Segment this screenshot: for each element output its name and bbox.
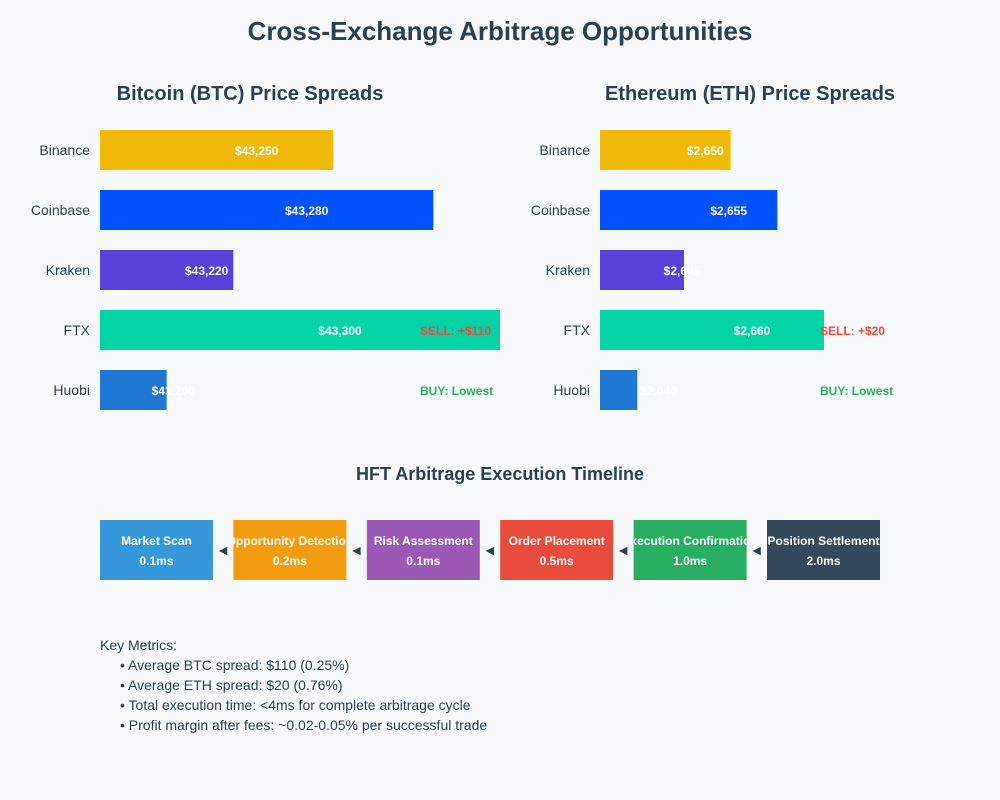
timeline-step-time: 2.0ms	[806, 554, 840, 568]
btc-value-huobi: $43,200	[152, 384, 196, 398]
timeline-step-label: Opportunity Detection	[227, 534, 354, 548]
timeline-step-time: 0.2ms	[273, 554, 307, 568]
timeline-step-market-scan: Market Scan 0.1ms	[100, 520, 213, 580]
timeline-step-time: 0.1ms	[406, 554, 440, 568]
timeline-step-label: Risk Assessment	[374, 534, 473, 548]
eth-sell-annotation: SELL: +$20	[820, 324, 885, 338]
eth-bar-ftx	[600, 310, 824, 350]
timeline-arrow-icon: ◄	[750, 542, 764, 558]
eth-label-ftx: FTX	[564, 322, 591, 338]
metrics-item: • Profit margin after fees: ~0.02-0.05% …	[120, 717, 487, 733]
execution-timeline: HFT Arbitrage Execution Timeline Market S…	[100, 464, 880, 580]
btc-label-huobi: Huobi	[53, 382, 90, 398]
btc-label-binance: Binance	[39, 142, 90, 158]
btc-value-binance: $43,250	[235, 144, 279, 158]
btc-bar-binance	[100, 130, 334, 170]
timeline-title: HFT Arbitrage Execution Timeline	[356, 464, 644, 484]
btc-value-coinbase: $43,280	[285, 204, 329, 218]
btc-bar-kraken	[100, 250, 234, 290]
timeline-step-order-placement: Order Placement 0.5ms	[500, 520, 614, 580]
btc-bar-huobi	[100, 370, 167, 410]
timeline-step-label: Execution Confirmation	[622, 534, 757, 548]
timeline-arrow-icon: ◄	[349, 542, 363, 558]
eth-label-kraken: Kraken	[546, 262, 590, 278]
btc-label-kraken: Kraken	[46, 262, 90, 278]
eth-value-ftx: $2,660	[734, 324, 771, 338]
btc-value-kraken: $43,220	[185, 264, 229, 278]
timeline-step-label: Order Placement	[509, 534, 605, 548]
timeline-step-label: Market Scan	[121, 534, 192, 548]
timeline-step-box	[633, 520, 747, 580]
eth-bar-binance	[600, 130, 731, 170]
btc-label-ftx: FTX	[64, 322, 91, 338]
eth-bar-coinbase	[600, 190, 778, 230]
eth-buy-annotation: BUY: Lowest	[820, 384, 893, 398]
btc-label-coinbase: Coinbase	[31, 202, 90, 218]
metrics-title: Key Metrics:	[100, 637, 177, 653]
timeline-step-opportunity-detection: Opportunity Detection 0.2ms	[227, 520, 354, 580]
timeline-step-time: 0.1ms	[139, 554, 173, 568]
eth-value-kraken: $2,645	[664, 264, 701, 278]
timeline-step-box	[100, 520, 213, 580]
timeline-step-execution-confirmation: Execution Confirmation 1.0ms	[622, 520, 757, 580]
eth-value-huobi: $2,640	[640, 384, 677, 398]
btc-sell-annotation: SELL: +$110	[420, 324, 491, 338]
timeline-step-box	[233, 520, 347, 580]
timeline-step-risk-assessment: Risk Assessment 0.1ms	[366, 520, 480, 580]
eth-chart-title: Ethereum (ETH) Price Spreads	[605, 83, 895, 105]
eth-label-binance: Binance	[539, 142, 590, 158]
metrics-item: • Average ETH spread: $20 (0.76%)	[120, 677, 343, 693]
eth-chart: Ethereum (ETH) Price Spreads Binance $2,65…	[531, 83, 895, 410]
btc-bar-ftx	[100, 310, 500, 350]
timeline-arrow-icon: ◄	[616, 542, 630, 558]
timeline-step-time: 0.5ms	[540, 554, 574, 568]
eth-label-huobi: Huobi	[553, 382, 590, 398]
timeline-arrow-icon: ◄	[483, 542, 497, 558]
btc-value-ftx: $43,300	[318, 324, 362, 338]
btc-chart-title: Bitcoin (BTC) Price Spreads	[117, 83, 384, 105]
eth-label-coinbase: Coinbase	[531, 202, 590, 218]
eth-bar-huobi	[600, 370, 638, 410]
eth-value-coinbase: $2,655	[710, 204, 747, 218]
metrics-item: • Average BTC spread: $110 (0.25%)	[120, 657, 349, 673]
chart-panels: Bitcoin (BTC) Price Spreads Binance $43,25…	[31, 83, 895, 410]
timeline-step-position-settlement: Position Settlement 2.0ms	[767, 520, 880, 580]
key-metrics: Key Metrics: • Average BTC spread: $110 (…	[100, 637, 487, 733]
eth-bar-kraken	[600, 250, 684, 290]
btc-buy-annotation: BUY: Lowest	[420, 384, 493, 398]
btc-bar-coinbase	[100, 190, 434, 230]
metrics-item: • Total execution time: <4ms for complet…	[120, 697, 471, 713]
timeline-step-label: Position Settlement	[767, 534, 879, 548]
eth-value-binance: $2,650	[687, 144, 724, 158]
timeline-step-box	[366, 520, 480, 580]
timeline-step-box	[500, 520, 614, 580]
timeline-step-time: 1.0ms	[673, 554, 707, 568]
btc-chart: Bitcoin (BTC) Price Spreads Binance $43,25…	[31, 83, 500, 410]
timeline-step-box	[767, 520, 880, 580]
main-title: Cross-Exchange Arbitrage Opportunities	[248, 16, 753, 46]
timeline-arrow-icon: ◄	[216, 542, 230, 558]
